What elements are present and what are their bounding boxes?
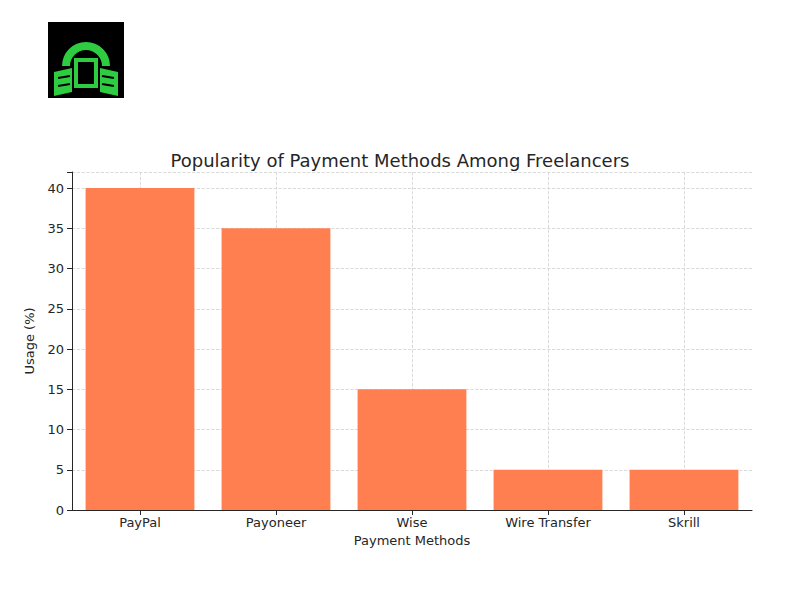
svg-text:35: 35 [47,221,64,236]
svg-text:Payoneer: Payoneer [246,515,307,530]
svg-text:25: 25 [47,301,64,316]
svg-text:0: 0 [56,503,64,518]
svg-text:15: 15 [47,382,64,397]
svg-text:20: 20 [47,342,64,357]
svg-text:Wire Transfer: Wire Transfer [505,515,591,530]
svg-text:Usage (%): Usage (%) [22,307,37,374]
svg-text:40: 40 [47,181,64,196]
svg-text:Wise: Wise [397,515,428,530]
svg-text:5: 5 [56,462,64,477]
svg-text:Payment Methods: Payment Methods [354,533,471,548]
svg-text:30: 30 [47,261,64,276]
svg-text:Skrill: Skrill [668,515,700,530]
svg-text:PayPal: PayPal [119,515,161,530]
svg-text:Popularity of Payment Methods: Popularity of Payment Methods Among Free… [171,150,630,171]
svg-text:10: 10 [47,422,64,437]
